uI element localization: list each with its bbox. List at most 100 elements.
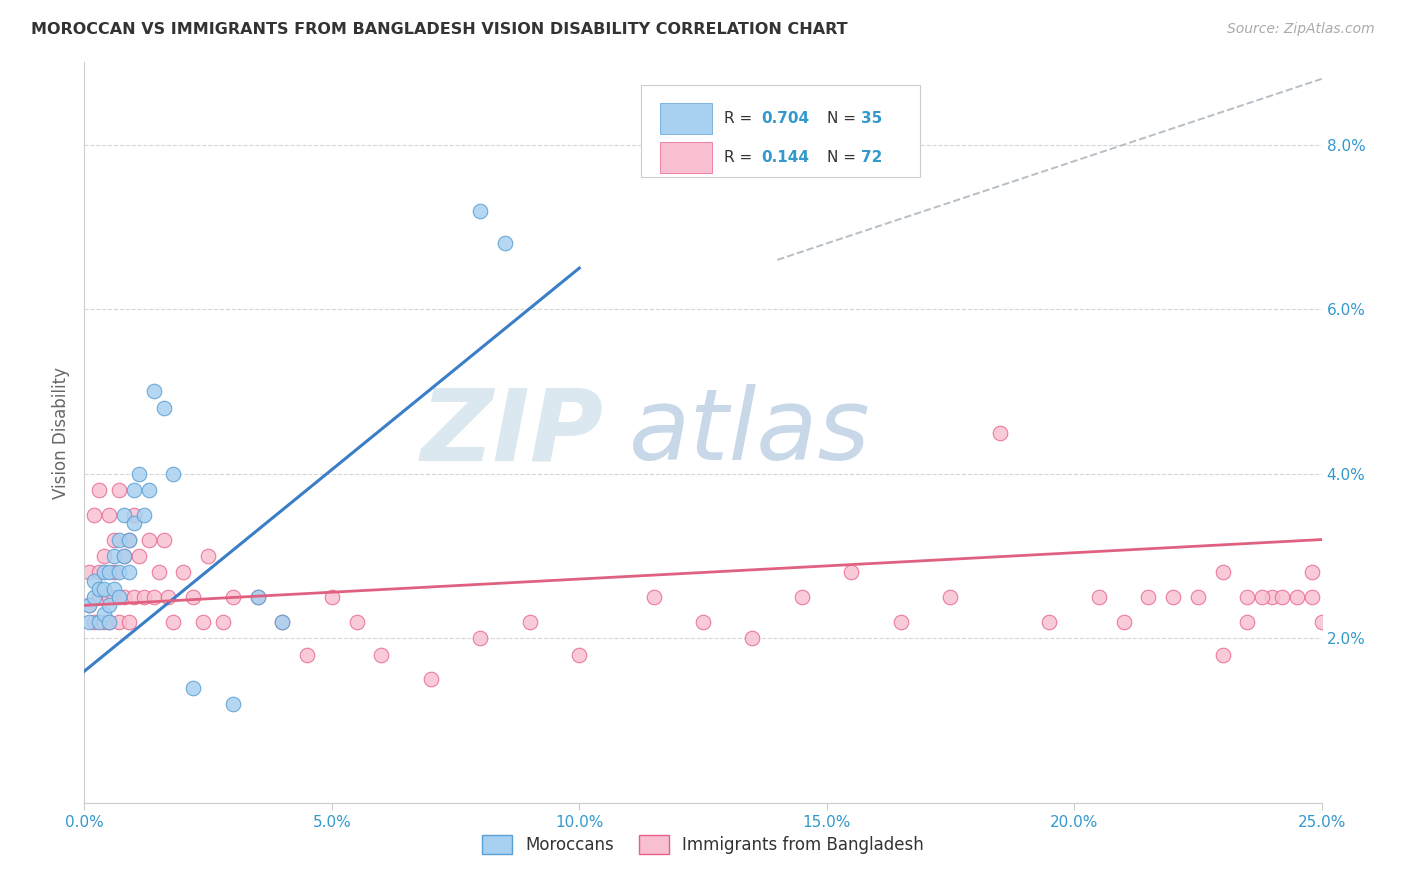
FancyBboxPatch shape [659, 103, 711, 135]
Point [112, 549, 135, 563]
Point [692, 615, 714, 629]
Point [89, 582, 111, 596]
Point [890, 615, 912, 629]
Text: 35: 35 [862, 112, 883, 126]
Point [1137, 590, 1160, 604]
Point [271, 615, 294, 629]
Point [83, 574, 105, 588]
Point [988, 425, 1011, 440]
Point [142, 590, 165, 604]
Point [128, 549, 150, 563]
Point [222, 697, 245, 711]
Point [122, 516, 145, 530]
Point [741, 632, 763, 646]
Point [1088, 590, 1111, 604]
Text: R =: R = [724, 112, 758, 126]
Point [93, 566, 115, 580]
Point [1251, 590, 1274, 604]
Point [1271, 590, 1294, 604]
Point [118, 566, 141, 580]
Point [470, 632, 492, 646]
Point [790, 590, 813, 604]
Point [98, 508, 121, 522]
Point [222, 590, 245, 604]
Point [108, 483, 131, 498]
Point [103, 549, 125, 563]
Point [132, 508, 155, 522]
Point [79, 599, 101, 613]
Point [152, 401, 174, 415]
Point [1301, 566, 1323, 580]
Text: R =: R = [724, 150, 758, 165]
Point [118, 615, 141, 629]
Point [79, 615, 101, 629]
Point [108, 566, 131, 580]
Point [138, 533, 160, 547]
Text: N =: N = [827, 150, 860, 165]
Point [93, 549, 115, 563]
Point [1310, 615, 1333, 629]
Point [93, 607, 115, 621]
Text: ZIP: ZIP [420, 384, 605, 481]
Point [470, 203, 492, 218]
Point [132, 590, 155, 604]
Point [148, 566, 170, 580]
Point [108, 533, 131, 547]
Point [939, 590, 962, 604]
Point [98, 590, 121, 604]
Point [1038, 615, 1060, 629]
Point [419, 673, 441, 687]
Point [321, 590, 343, 604]
Point [103, 582, 125, 596]
Text: MOROCCAN VS IMMIGRANTS FROM BANGLADESH VISION DISABILITY CORRELATION CHART: MOROCCAN VS IMMIGRANTS FROM BANGLADESH V… [31, 22, 848, 37]
Point [118, 533, 141, 547]
Point [162, 467, 184, 481]
Point [157, 590, 180, 604]
Point [370, 648, 392, 662]
Point [138, 483, 160, 498]
Point [841, 566, 863, 580]
Point [1187, 590, 1209, 604]
Point [212, 615, 235, 629]
FancyBboxPatch shape [641, 85, 920, 178]
Point [108, 615, 131, 629]
Point [1112, 615, 1135, 629]
Point [246, 590, 269, 604]
Text: 0.144: 0.144 [761, 150, 808, 165]
Text: N =: N = [827, 112, 860, 126]
Point [98, 615, 121, 629]
Point [79, 599, 101, 613]
Point [1261, 590, 1284, 604]
Point [1236, 590, 1258, 604]
Point [83, 615, 105, 629]
Point [197, 549, 219, 563]
Point [128, 467, 150, 481]
Point [79, 566, 101, 580]
Point [112, 549, 135, 563]
Point [122, 590, 145, 604]
Point [103, 566, 125, 580]
Point [346, 615, 368, 629]
Point [1212, 566, 1234, 580]
Point [295, 648, 318, 662]
Point [83, 508, 105, 522]
Point [643, 590, 665, 604]
Y-axis label: Vision Disability: Vision Disability [52, 367, 70, 499]
Point [93, 582, 115, 596]
Point [93, 615, 115, 629]
Point [108, 590, 131, 604]
Point [89, 483, 111, 498]
Point [98, 566, 121, 580]
Legend: Moroccans, Immigrants from Bangladesh: Moroccans, Immigrants from Bangladesh [475, 829, 931, 861]
Point [83, 590, 105, 604]
FancyBboxPatch shape [659, 142, 711, 173]
Point [568, 648, 591, 662]
Point [142, 384, 165, 399]
Point [89, 615, 111, 629]
Point [122, 483, 145, 498]
Point [1301, 590, 1323, 604]
Point [181, 590, 204, 604]
Point [152, 533, 174, 547]
Point [1285, 590, 1308, 604]
Point [118, 533, 141, 547]
